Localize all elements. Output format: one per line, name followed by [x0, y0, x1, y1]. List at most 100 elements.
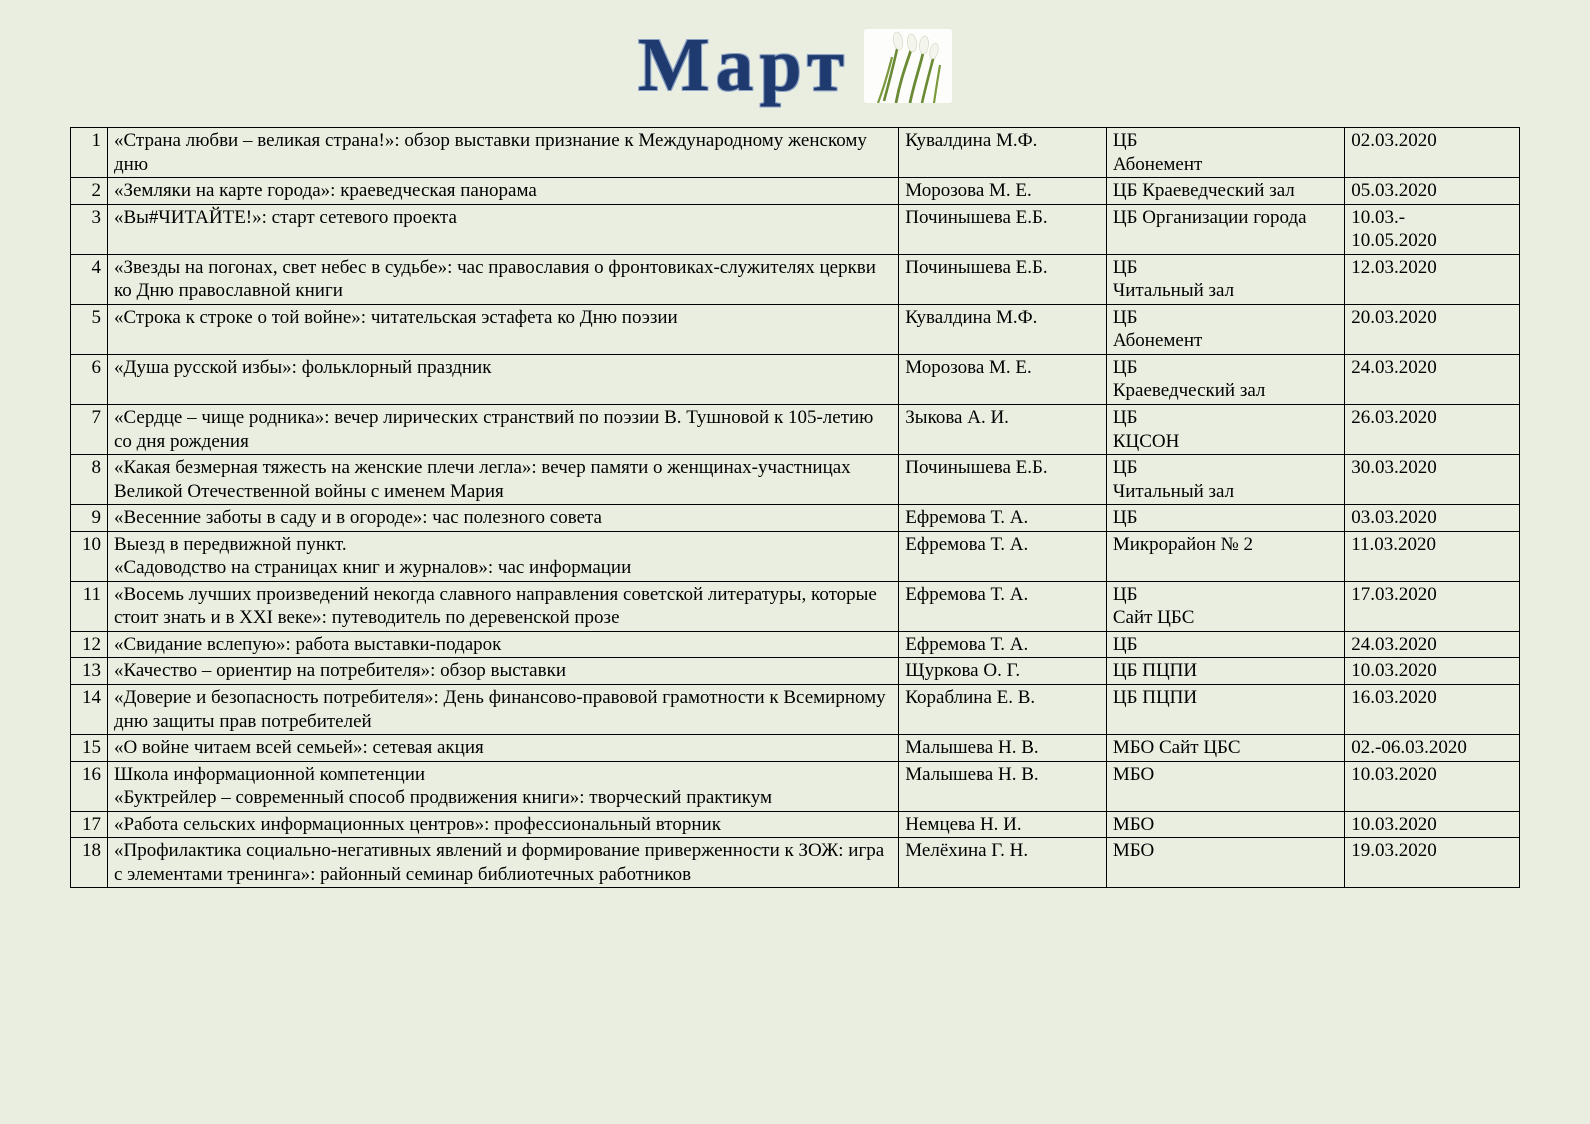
place-cell: ЦБ Краеведческий зал — [1106, 178, 1344, 205]
date-cell: 26.03.2020 — [1345, 405, 1520, 455]
place-cell: ЦБКЦСОН — [1106, 405, 1344, 455]
row-number: 8 — [71, 455, 108, 505]
table-row: 14«Доверие и безопасность потребителя»: … — [71, 685, 1520, 735]
row-number: 2 — [71, 178, 108, 205]
date-cell: 02.-06.03.2020 — [1345, 735, 1520, 762]
event-cell: «Сердце – чище родника»: вечер лирически… — [107, 405, 898, 455]
row-number: 16 — [71, 761, 108, 811]
row-number: 7 — [71, 405, 108, 455]
person-cell: Ефремова Т. А. — [899, 631, 1107, 658]
event-cell: «Профилактика социально-негативных явлен… — [107, 838, 898, 888]
place-cell: ЦБАбонемент — [1106, 304, 1344, 354]
place-cell: ЦБ — [1106, 505, 1344, 532]
date-cell: 30.03.2020 — [1345, 455, 1520, 505]
person-cell: Кораблина Е. В. — [899, 685, 1107, 735]
event-cell: «Восемь лучших произведений некогда слав… — [107, 581, 898, 631]
snowdrop-icon — [864, 29, 952, 103]
place-cell: ЦБ — [1106, 631, 1344, 658]
date-cell: 10.03.2020 — [1345, 658, 1520, 685]
place-cell: ЦБЧитальный зал — [1106, 254, 1344, 304]
date-cell: 20.03.2020 — [1345, 304, 1520, 354]
place-cell: МБО — [1106, 811, 1344, 838]
event-cell: «Работа сельских информационных центров»… — [107, 811, 898, 838]
events-table: 1«Страна любви – великая страна!»: обзор… — [70, 127, 1520, 888]
date-cell: 17.03.2020 — [1345, 581, 1520, 631]
place-cell: ЦБЧитальный зал — [1106, 455, 1344, 505]
table-row: 10Выезд в передвижной пункт.«Садоводство… — [71, 531, 1520, 581]
row-number: 14 — [71, 685, 108, 735]
person-cell: Мелёхина Г. Н. — [899, 838, 1107, 888]
date-cell: 12.03.2020 — [1345, 254, 1520, 304]
place-cell: МБО — [1106, 838, 1344, 888]
person-cell: Починышева Е.Б. — [899, 254, 1107, 304]
date-cell: 19.03.2020 — [1345, 838, 1520, 888]
place-cell: ЦБКраеведческий зал — [1106, 354, 1344, 404]
table-row: 18«Профилактика социально-негативных явл… — [71, 838, 1520, 888]
row-number: 13 — [71, 658, 108, 685]
person-cell: Щуркова О. Г. — [899, 658, 1107, 685]
table-row: 16Школа информационной компетенции«Буктр… — [71, 761, 1520, 811]
table-row: 6«Душа русской избы»: фольклорный праздн… — [71, 354, 1520, 404]
table-row: 3«Вы#ЧИТАЙТЕ!»: старт сетевого проектаПо… — [71, 204, 1520, 254]
person-cell: Починышева Е.Б. — [899, 204, 1107, 254]
event-cell: «О войне читаем всей семьей»: сетевая ак… — [107, 735, 898, 762]
date-cell: 10.03.-10.05.2020 — [1345, 204, 1520, 254]
event-cell: «Какая безмерная тяжесть на женские плеч… — [107, 455, 898, 505]
place-cell: ЦБ Организации города — [1106, 204, 1344, 254]
table-row: 8«Какая безмерная тяжесть на женские пле… — [71, 455, 1520, 505]
date-cell: 24.03.2020 — [1345, 631, 1520, 658]
date-cell: 10.03.2020 — [1345, 761, 1520, 811]
event-cell: Школа информационной компетенции«Буктрей… — [107, 761, 898, 811]
event-cell: «Свидание вслепую»: работа выставки-пода… — [107, 631, 898, 658]
page-header: Март — [0, 0, 1590, 121]
person-cell: Малышева Н. В. — [899, 735, 1107, 762]
person-cell: Морозова М. Е. — [899, 354, 1107, 404]
place-cell: ЦБ ПЦПИ — [1106, 685, 1344, 735]
date-cell: 02.03.2020 — [1345, 128, 1520, 178]
person-cell: Кувалдина М.Ф. — [899, 304, 1107, 354]
place-cell: МБО — [1106, 761, 1344, 811]
date-cell: 11.03.2020 — [1345, 531, 1520, 581]
person-cell: Морозова М. Е. — [899, 178, 1107, 205]
table-row: 7«Сердце – чище родника»: вечер лирическ… — [71, 405, 1520, 455]
event-cell: «Вы#ЧИТАЙТЕ!»: старт сетевого проекта — [107, 204, 898, 254]
date-cell: 03.03.2020 — [1345, 505, 1520, 532]
row-number: 17 — [71, 811, 108, 838]
event-cell: «Весенние заботы в саду и в огороде»: ча… — [107, 505, 898, 532]
event-cell: «Доверие и безопасность потребителя»: Де… — [107, 685, 898, 735]
place-cell: Микрорайон № 2 — [1106, 531, 1344, 581]
row-number: 10 — [71, 531, 108, 581]
date-cell: 10.03.2020 — [1345, 811, 1520, 838]
person-cell: Ефремова Т. А. — [899, 531, 1107, 581]
row-number: 4 — [71, 254, 108, 304]
date-cell: 05.03.2020 — [1345, 178, 1520, 205]
place-cell: ЦБСайт ЦБС — [1106, 581, 1344, 631]
table-row: 11«Восемь лучших произведений некогда сл… — [71, 581, 1520, 631]
table-row: 5«Строка к строке о той войне»: читатель… — [71, 304, 1520, 354]
table-row: 1«Страна любви – великая страна!»: обзор… — [71, 128, 1520, 178]
person-cell: Кувалдина М.Ф. — [899, 128, 1107, 178]
event-cell: «Строка к строке о той войне»: читательс… — [107, 304, 898, 354]
row-number: 18 — [71, 838, 108, 888]
place-cell: ЦБ ПЦПИ — [1106, 658, 1344, 685]
table-row: 13«Качество – ориентир на потребителя»: … — [71, 658, 1520, 685]
row-number: 1 — [71, 128, 108, 178]
table-row: 4«Звезды на погонах, свет небес в судьбе… — [71, 254, 1520, 304]
event-cell: Выезд в передвижной пункт.«Садоводство н… — [107, 531, 898, 581]
date-cell: 16.03.2020 — [1345, 685, 1520, 735]
table-row: 17«Работа сельских информационных центро… — [71, 811, 1520, 838]
event-cell: «Страна любви – великая страна!»: обзор … — [107, 128, 898, 178]
person-cell: Ефремова Т. А. — [899, 505, 1107, 532]
table-row: 15«О войне читаем всей семьей»: сетевая … — [71, 735, 1520, 762]
row-number: 3 — [71, 204, 108, 254]
row-number: 15 — [71, 735, 108, 762]
row-number: 5 — [71, 304, 108, 354]
person-cell: Ефремова Т. А. — [899, 581, 1107, 631]
table-row: 2«Земляки на карте города»: краеведческа… — [71, 178, 1520, 205]
place-cell: МБО Сайт ЦБС — [1106, 735, 1344, 762]
event-cell: «Душа русской избы»: фольклорный праздни… — [107, 354, 898, 404]
event-cell: «Звезды на погонах, свет небес в судьбе»… — [107, 254, 898, 304]
place-cell: ЦБАбонемент — [1106, 128, 1344, 178]
person-cell: Немцева Н. И. — [899, 811, 1107, 838]
person-cell: Починышева Е.Б. — [899, 455, 1107, 505]
